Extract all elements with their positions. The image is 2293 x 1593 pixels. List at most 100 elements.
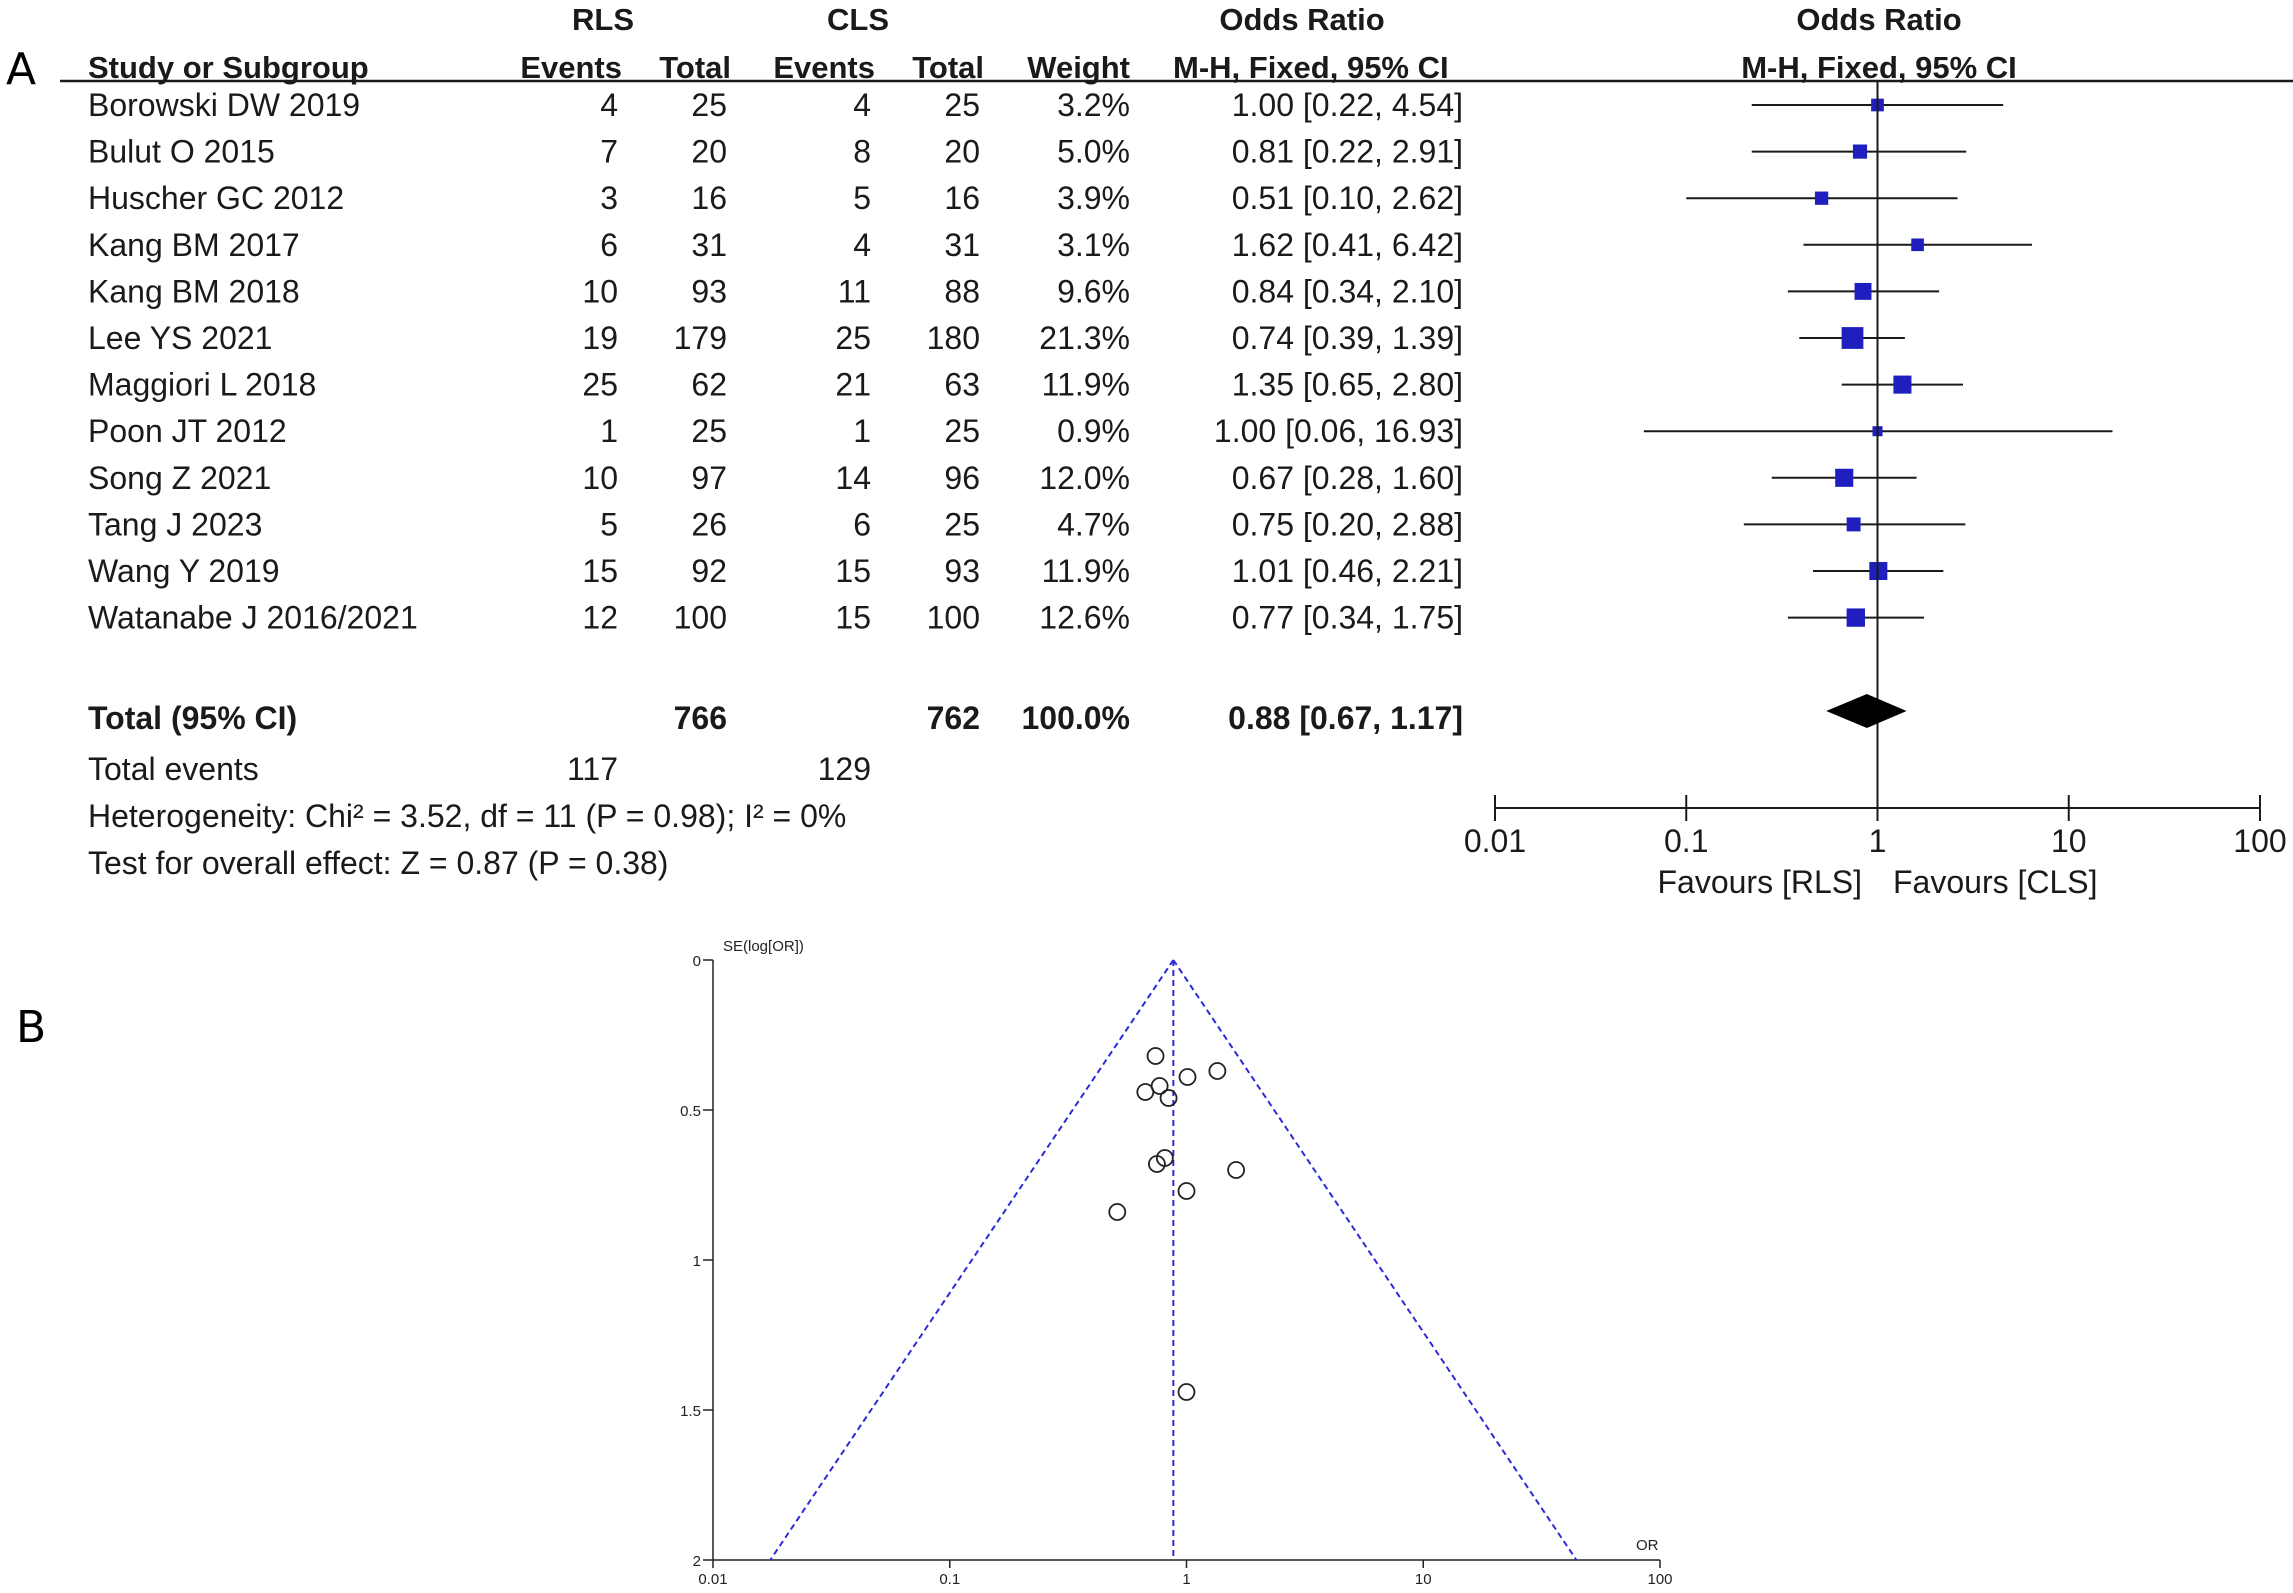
study-name: Huscher GC 2012 bbox=[88, 180, 344, 216]
study-row: Kang BM 2017 6 31 4 31 3.1% 1.62 [0.41, 6.42] bbox=[88, 227, 1463, 263]
funnel-plot: 0 0.5 1 1.5 20.01 0.1 1 10 100 bbox=[680, 953, 1672, 1588]
panel-label-b: B bbox=[16, 1002, 46, 1053]
cls-total: 20 bbox=[944, 134, 980, 170]
total-weight: 100.0% bbox=[1021, 700, 1130, 736]
forest-tick-label: 0.1 bbox=[1664, 823, 1708, 859]
pooled-diamond bbox=[1826, 694, 1907, 728]
effect-marker bbox=[1846, 608, 1865, 627]
rls-events: 7 bbox=[600, 134, 618, 170]
study-name: Lee YS 2021 bbox=[88, 320, 272, 356]
cls-total: 180 bbox=[927, 320, 980, 356]
cls-events: 4 bbox=[853, 227, 871, 263]
forest-table: Borowski DW 2019 4 25 4 25 3.2% 1.00 [0.22, 4.… bbox=[88, 87, 1463, 636]
rls-total: 100 bbox=[674, 600, 727, 636]
weight: 12.0% bbox=[1039, 460, 1130, 496]
forest-tick-label: 1 bbox=[1869, 823, 1887, 859]
cls-events: 21 bbox=[835, 367, 871, 403]
funnel-y-tick-label: 1.5 bbox=[680, 1403, 701, 1420]
col-header-rls-events: Events bbox=[520, 50, 622, 85]
study-row: Song Z 2021 10 97 14 96 12.0% 0.67 [0.28, 1.60… bbox=[88, 460, 1463, 496]
funnel-x-tick-label: 10 bbox=[1415, 1571, 1432, 1588]
total-events-cls: 129 bbox=[818, 751, 871, 787]
rls-total: 25 bbox=[691, 413, 727, 449]
group-header-or-plot: Odds Ratio bbox=[1796, 2, 1961, 37]
funnel-point bbox=[1150, 1077, 1169, 1095]
cls-total: 16 bbox=[944, 180, 980, 216]
rls-events: 4 bbox=[600, 87, 618, 123]
rls-total: 179 bbox=[674, 320, 727, 356]
funnel-x-tick-label: 0.1 bbox=[939, 1571, 960, 1588]
study-name: Borowski DW 2019 bbox=[88, 87, 360, 123]
weight: 5.0% bbox=[1057, 134, 1130, 170]
total-events-row: Total events 117 129 bbox=[88, 751, 871, 787]
rls-total: 25 bbox=[691, 87, 727, 123]
funnel-y-tick-label: 1 bbox=[693, 1253, 701, 1270]
funnel-x-tick-label: 0.01 bbox=[698, 1571, 727, 1588]
rls-total: 31 bbox=[691, 227, 727, 263]
col-header-or-ci: M-H, Fixed, 95% CI bbox=[1173, 50, 1449, 85]
or-ci: 0.77 [0.34, 1.75] bbox=[1232, 600, 1463, 636]
study-name: Tang J 2023 bbox=[88, 506, 262, 542]
or-ci: 1.00 [0.22, 4.54] bbox=[1232, 87, 1463, 123]
or-ci: 0.67 [0.28, 1.60] bbox=[1232, 460, 1463, 496]
forest-tick-label: 100 bbox=[2233, 823, 2286, 859]
group-header-cls: CLS bbox=[827, 2, 889, 37]
cls-events: 14 bbox=[835, 460, 871, 496]
total-rls-total: 766 bbox=[674, 700, 727, 736]
funnel-y-label: SE(log[OR]) bbox=[723, 938, 804, 955]
group-header-rls: RLS bbox=[572, 2, 634, 37]
cls-events: 8 bbox=[853, 134, 871, 170]
col-header-study: Study or Subgroup bbox=[88, 50, 369, 85]
effect-marker bbox=[1841, 327, 1864, 349]
or-ci: 1.62 [0.41, 6.42] bbox=[1232, 227, 1463, 263]
rls-events: 5 bbox=[600, 506, 618, 542]
rls-events: 10 bbox=[582, 460, 618, 496]
funnel-point bbox=[1177, 1182, 1196, 1200]
cls-total: 25 bbox=[944, 87, 980, 123]
or-ci: 1.35 [0.65, 2.80] bbox=[1232, 367, 1463, 403]
rls-events: 12 bbox=[582, 600, 618, 636]
forest-tick-label: 0.01 bbox=[1464, 823, 1526, 859]
study-name: Song Z 2021 bbox=[88, 460, 271, 496]
total-or-ci: 0.88 [0.67, 1.17] bbox=[1228, 700, 1463, 736]
weight: 0.9% bbox=[1057, 413, 1130, 449]
effect-marker bbox=[1835, 468, 1854, 487]
cls-total: 93 bbox=[944, 553, 980, 589]
funnel-point bbox=[1108, 1203, 1127, 1221]
funnel-point bbox=[1146, 1047, 1165, 1065]
total-row: Total (95% CI) 766 762 100.0% 0.88 [0.67… bbox=[88, 700, 1463, 736]
col-header-cls-events: Events bbox=[773, 50, 875, 85]
study-row: Watanabe J 2016/2021 12 100 15 100 12.6% 0.77 … bbox=[88, 600, 1463, 636]
total-cls-total: 762 bbox=[927, 700, 980, 736]
or-ci: 0.81 [0.22, 2.91] bbox=[1232, 134, 1463, 170]
rls-events: 1 bbox=[600, 413, 618, 449]
rls-total: 92 bbox=[691, 553, 727, 589]
funnel-x-tick-label: 1 bbox=[1182, 1571, 1190, 1588]
funnel-point bbox=[1177, 1383, 1196, 1401]
rls-total: 26 bbox=[691, 506, 727, 542]
weight: 11.9% bbox=[1042, 367, 1130, 403]
cls-events: 4 bbox=[853, 87, 871, 123]
favours-right-label: Favours [CLS] bbox=[1893, 864, 2098, 900]
cls-total: 63 bbox=[944, 367, 980, 403]
study-row: Tang J 2023 5 26 6 25 4.7% 0.75 [0.20, 2.88] bbox=[88, 506, 1463, 542]
col-header-cls-total: Total bbox=[912, 50, 984, 85]
study-name: Kang BM 2018 bbox=[88, 273, 300, 309]
funnel-point bbox=[1178, 1068, 1197, 1086]
rls-total: 62 bbox=[691, 367, 727, 403]
weight: 21.3% bbox=[1039, 320, 1130, 356]
funnel-y-tick-label: 0.5 bbox=[680, 1103, 701, 1120]
study-name: Wang Y 2019 bbox=[88, 553, 280, 589]
cls-total: 25 bbox=[944, 413, 980, 449]
favours-left-label: Favours [RLS] bbox=[1657, 864, 1862, 900]
rls-events: 10 bbox=[582, 273, 618, 309]
panel-label-a: A bbox=[6, 44, 36, 95]
funnel-point bbox=[1159, 1089, 1178, 1107]
funnel-x-tick-label: 100 bbox=[1647, 1571, 1672, 1588]
study-name: Watanabe J 2016/2021 bbox=[88, 600, 418, 636]
total-events-rls: 117 bbox=[567, 751, 618, 787]
cls-total: 31 bbox=[944, 227, 980, 263]
funnel-right-limit bbox=[1172, 959, 1578, 1561]
funnel-point bbox=[1208, 1062, 1227, 1080]
